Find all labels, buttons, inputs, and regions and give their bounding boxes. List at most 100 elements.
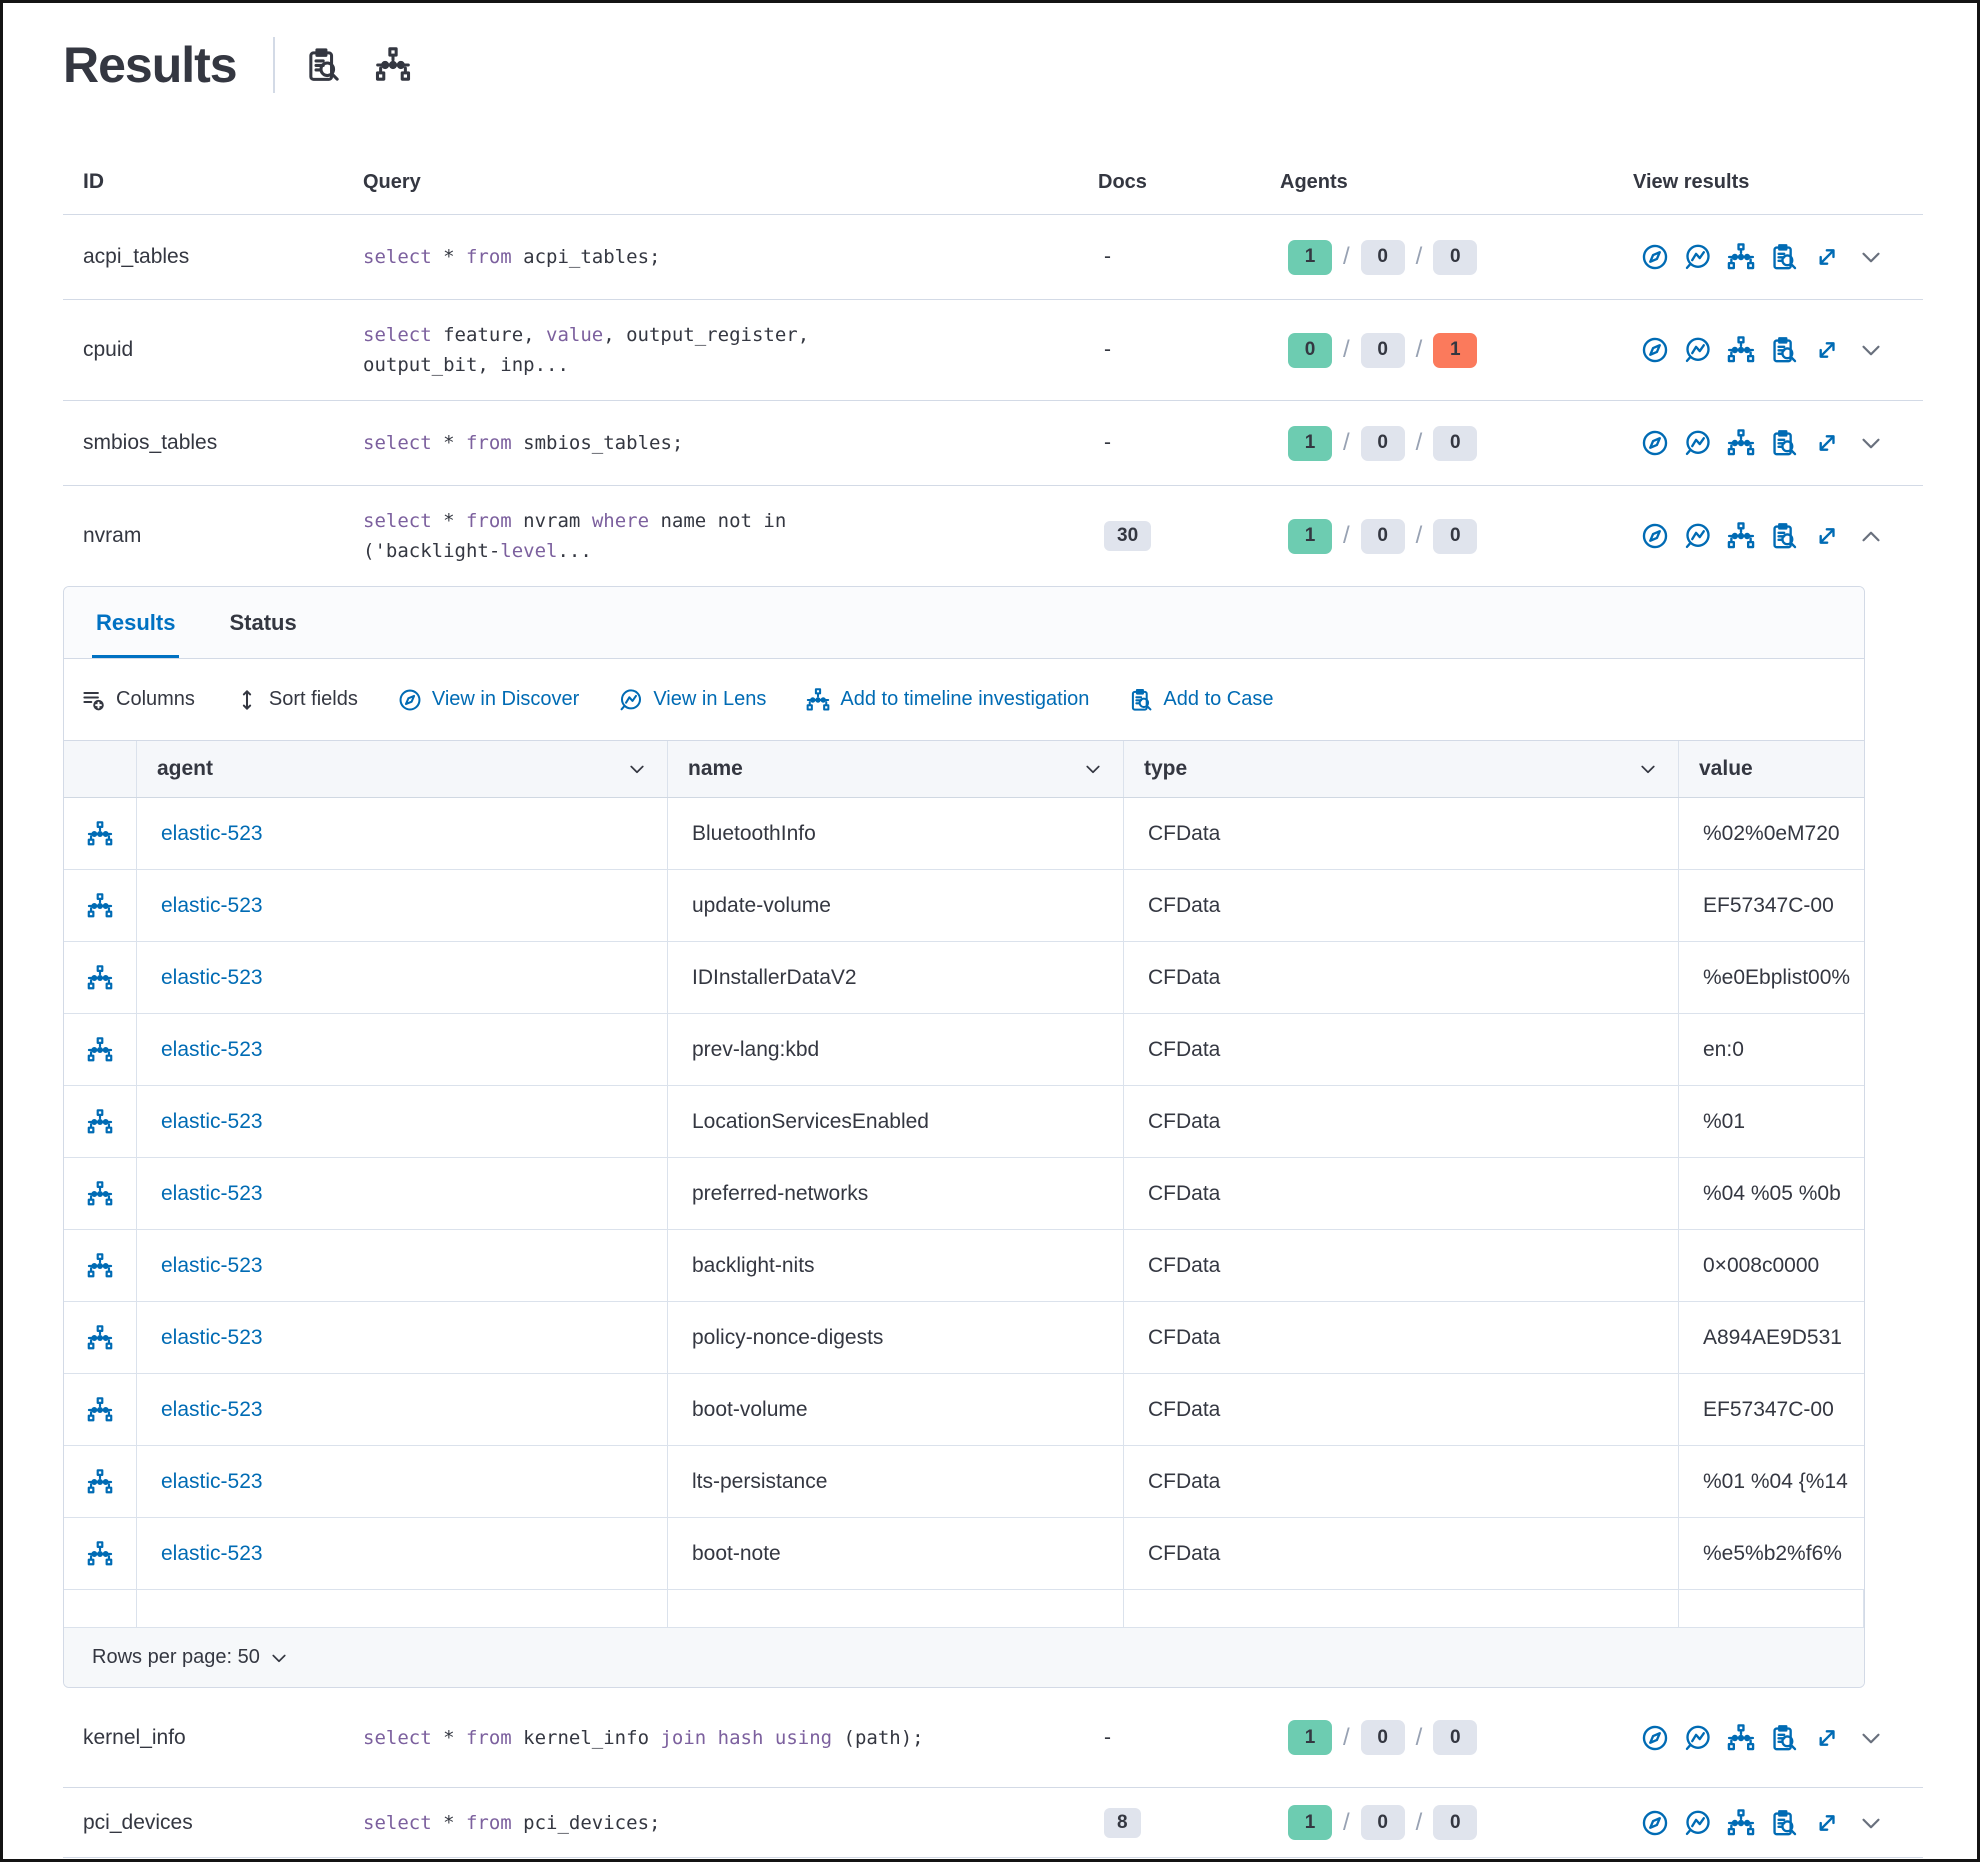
timeline-icon[interactable] — [64, 1446, 137, 1517]
timeline-action-icon[interactable] — [1727, 522, 1755, 550]
docs-count: - — [1104, 245, 1111, 268]
expand-action-icon[interactable] — [1813, 336, 1841, 364]
timeline-icon[interactable] — [64, 1086, 137, 1157]
timeline-icon[interactable] — [64, 1302, 137, 1373]
toolbar-label: View in Discover — [431, 688, 580, 710]
discover-action-icon[interactable] — [1641, 336, 1669, 364]
expand-action-icon[interactable] — [1813, 1724, 1841, 1752]
expand-action-icon[interactable] — [1813, 243, 1841, 271]
toolbar-label: Add to Case — [1163, 688, 1274, 710]
discover-action-icon[interactable] — [1641, 1809, 1669, 1837]
timeline-icon[interactable] — [64, 1518, 137, 1589]
timeline-icon[interactable] — [64, 870, 137, 941]
add-to-timeline-investigation-button[interactable]: Add to timeline investigation — [806, 687, 1089, 712]
lens-action-icon[interactable] — [1684, 336, 1712, 364]
timeline-action-icon[interactable] — [1727, 429, 1755, 457]
view-results-actions — [1633, 1808, 1923, 1837]
toolbar-label: Sort fields — [268, 688, 358, 710]
grid-column-header-type[interactable]: type — [1124, 741, 1679, 797]
lens-action-icon[interactable] — [1684, 243, 1712, 271]
expand-action-icon[interactable] — [1813, 1809, 1841, 1837]
case-action-icon[interactable] — [1770, 336, 1798, 364]
agent-link[interactable]: elastic-523 — [161, 1541, 263, 1565]
timeline-icon[interactable] — [64, 1158, 137, 1229]
case-action-icon[interactable] — [1770, 522, 1798, 550]
lens-action-icon[interactable] — [1684, 1809, 1712, 1837]
chevron-down-icon[interactable] — [1858, 430, 1884, 456]
agent-link[interactable]: elastic-523 — [161, 1253, 263, 1277]
agent-link[interactable]: elastic-523 — [161, 1109, 263, 1133]
chevron-down-icon[interactable] — [1858, 1725, 1884, 1751]
result-type: CFData — [1124, 1230, 1679, 1301]
chevron-down-icon[interactable] — [1858, 1810, 1884, 1836]
tab-status[interactable]: Status — [229, 609, 297, 635]
query-row-kernel_info: kernel_info select * from kernel_info joi… — [63, 1688, 1923, 1788]
grid-column-header-name[interactable]: name — [668, 741, 1124, 797]
agent-link[interactable]: elastic-523 — [161, 821, 263, 845]
lens-action-icon[interactable] — [1684, 429, 1712, 457]
result-type: CFData — [1124, 1518, 1679, 1589]
inspect-icon[interactable] — [305, 47, 341, 83]
docs-count: - — [1104, 1725, 1111, 1749]
query-id: smbios_tables — [83, 431, 218, 454]
view-in-lens-button[interactable]: View in Lens — [619, 688, 766, 712]
discover-action-icon[interactable] — [1641, 1724, 1669, 1752]
timeline-action-icon[interactable] — [1727, 1723, 1755, 1752]
query-id: acpi_tables — [83, 245, 190, 268]
chevron-down-icon[interactable] — [1858, 244, 1884, 270]
agent-link[interactable]: elastic-523 — [161, 1037, 263, 1061]
expand-action-icon[interactable] — [1813, 522, 1841, 550]
result-agent: elastic-523 — [137, 1374, 668, 1445]
docs-count: - — [1104, 338, 1111, 361]
case-action-icon[interactable] — [1770, 243, 1798, 271]
agent-link[interactable]: elastic-523 — [161, 1325, 263, 1349]
timeline-action-icon[interactable] — [1727, 336, 1755, 364]
agent-link[interactable]: elastic-523 — [161, 1181, 263, 1205]
result-value: 0×008c0000 — [1703, 1253, 1820, 1277]
timeline-action-icon[interactable] — [1727, 1808, 1755, 1837]
view-results-actions — [1633, 429, 1923, 457]
agent-count-badge-success: 1 — [1288, 425, 1332, 461]
chevron-down-icon[interactable] — [1858, 337, 1884, 363]
lens-action-icon[interactable] — [1684, 522, 1712, 550]
view-in-discover-button[interactable]: View in Discover — [398, 688, 579, 712]
agent-link[interactable]: elastic-523 — [161, 1397, 263, 1421]
timeline-icon[interactable] — [64, 1374, 137, 1445]
rows-per-page-label: Rows per page: 50 — [92, 1646, 260, 1668]
columns-button[interactable]: Columns — [82, 688, 195, 712]
result-row: elastic-523 lts-persistance CFData %01 %04 … — [64, 1446, 1864, 1518]
discover-action-icon[interactable] — [1641, 243, 1669, 271]
sort-fields-button[interactable]: Sort fields — [235, 688, 358, 712]
rows-per-page-button[interactable]: Rows per page: 50 — [92, 1646, 289, 1669]
tab-results[interactable]: Results — [92, 587, 180, 658]
query-row-smbios_tables: smbios_tables select * from smbios_tables… — [63, 401, 1923, 486]
agent-link[interactable]: elastic-523 — [161, 965, 263, 989]
grid-column-header-value[interactable]: value — [1679, 741, 1864, 797]
timeline-icon[interactable] — [64, 1230, 137, 1301]
timeline-icon[interactable] — [64, 942, 137, 1013]
timeline-icon[interactable] — [64, 1014, 137, 1085]
agent-count-badge-danger: 1 — [1433, 332, 1478, 368]
query-sql: select * from nvram where name not in ('b… — [363, 510, 787, 562]
timeline-icon[interactable] — [375, 47, 411, 83]
query-sql: select * from kernel_info join hash usin… — [363, 1726, 924, 1749]
timeline-icon[interactable] — [64, 798, 137, 869]
agents-separator: / — [1415, 429, 1423, 456]
result-value: %01 — [1703, 1109, 1746, 1133]
result-agent: elastic-523 — [137, 1518, 668, 1589]
expand-action-icon[interactable] — [1813, 429, 1841, 457]
agents-separator: / — [1343, 1723, 1350, 1751]
add-to-case-button[interactable]: Add to Case — [1129, 688, 1274, 712]
agent-link[interactable]: elastic-523 — [161, 1469, 263, 1493]
grid-column-header-agent[interactable]: agent — [137, 741, 668, 797]
case-action-icon[interactable] — [1770, 429, 1798, 457]
lens-action-icon[interactable] — [1684, 1724, 1712, 1752]
timeline-action-icon[interactable] — [1727, 243, 1755, 271]
discover-action-icon[interactable] — [1641, 429, 1669, 457]
agent-link[interactable]: elastic-523 — [161, 893, 263, 917]
discover-action-icon[interactable] — [1641, 522, 1669, 550]
case-action-icon[interactable] — [1770, 1724, 1798, 1752]
case-action-icon[interactable] — [1770, 1809, 1798, 1837]
chevron-up-icon[interactable] — [1858, 523, 1884, 549]
chevron-down-icon — [1638, 759, 1658, 779]
